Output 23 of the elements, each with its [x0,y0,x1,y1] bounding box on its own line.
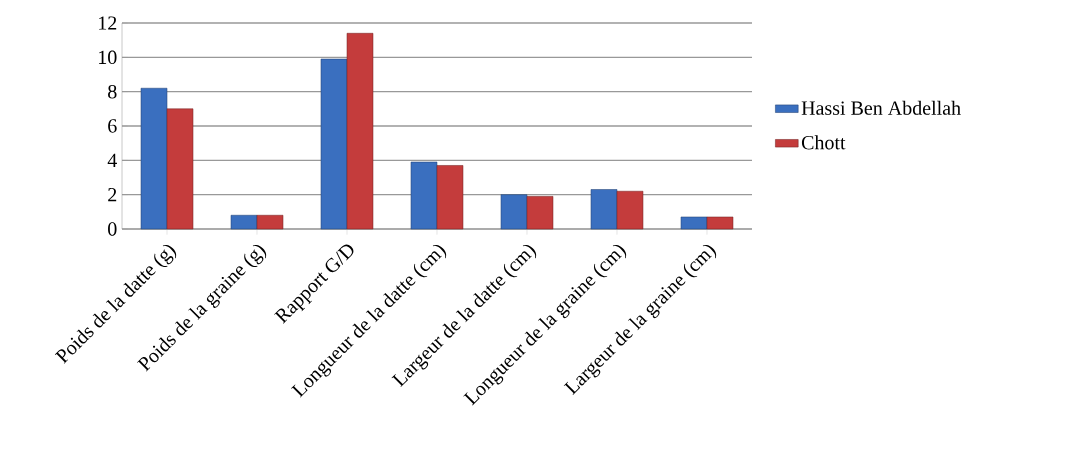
bar [346,33,374,230]
bar [140,87,168,230]
y-tick-label: 4 [107,153,117,167]
bar [410,161,438,230]
bar [616,190,644,230]
legend-label: Chott [801,135,846,150]
y-tick-label: 8 [108,84,117,99]
bar [166,108,194,230]
bar [230,214,258,230]
bar [320,58,348,230]
y-tick-label: 0 [108,222,117,236]
y-tick-label: 6 [108,119,117,133]
y-tick-label: 10 [99,50,117,65]
bar [526,196,554,230]
bar [436,165,464,230]
legend-label: Hassi Ben Abdellah [801,100,961,115]
y-tick-label: 2 [108,188,117,202]
bar [680,216,708,230]
bar [590,189,618,230]
bar [500,194,528,230]
y-tick-label: 12 [99,16,117,30]
bar [256,214,284,230]
bar [706,216,734,230]
